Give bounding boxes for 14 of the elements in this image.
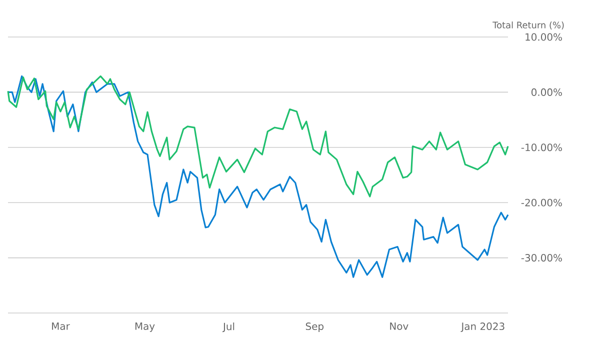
y-tick-label: 0.00% bbox=[532, 88, 562, 96]
y-tick-label: -30.00% bbox=[521, 254, 562, 262]
x-tick-label: Jan 2023 bbox=[460, 322, 504, 332]
y-tick-label: -20.00% bbox=[521, 198, 562, 206]
x-tick-label: Nov bbox=[390, 322, 408, 330]
y-axis-title: Total Return (%) bbox=[492, 21, 564, 30]
line-series bbox=[7, 75, 509, 278]
x-tick-label: Sep bbox=[306, 322, 324, 332]
x-tick-label: May bbox=[135, 322, 155, 332]
line-series bbox=[7, 75, 509, 198]
y-tick-label: 10.00% bbox=[526, 33, 562, 41]
x-tick-label: Mar bbox=[52, 322, 70, 330]
x-tick-label: Jul bbox=[222, 322, 234, 332]
y-tick-label: -10.00% bbox=[521, 144, 562, 152]
